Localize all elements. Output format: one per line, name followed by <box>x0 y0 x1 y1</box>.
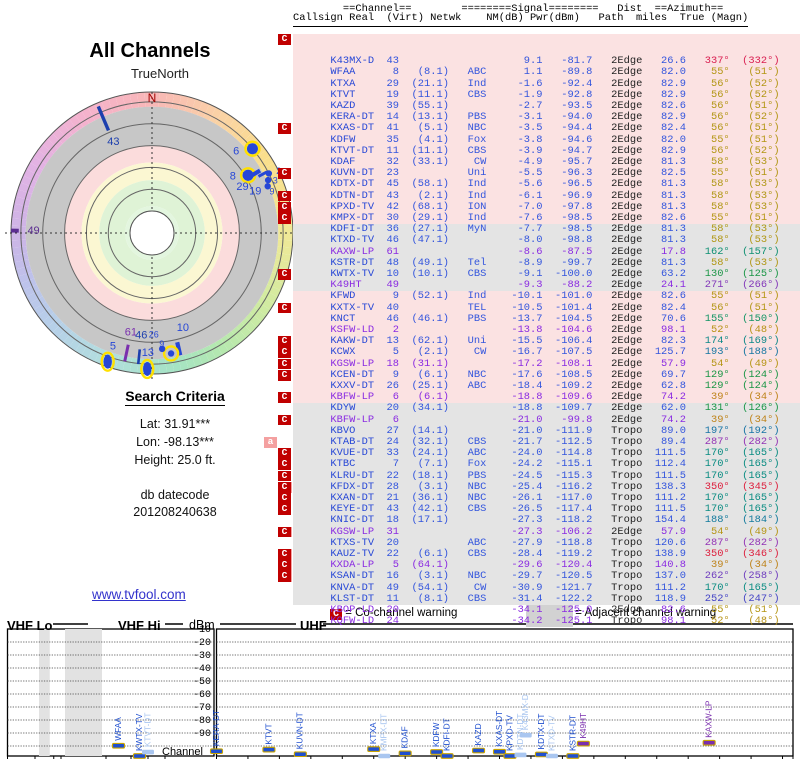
svg-text:KDAF: KDAF <box>400 726 410 748</box>
svg-text:KTVT: KTVT <box>263 723 273 744</box>
svg-text:46: 46 <box>135 329 147 341</box>
svg-text:49: 49 <box>27 225 39 237</box>
svg-text:KAXW-LP: KAXW-LP <box>704 700 714 738</box>
svg-text:KERA-DT: KERA-DT <box>211 710 221 746</box>
svg-text:43: 43 <box>107 136 119 148</box>
svg-text:26: 26 <box>149 330 159 340</box>
svg-text:KMPX-DT: KMPX-DT <box>379 714 389 751</box>
svg-text:9: 9 <box>269 187 274 197</box>
svg-text:KTXD-TV: KTXD-TV <box>546 715 556 751</box>
svg-text:KDFI-DT: KDFI-DT <box>442 718 452 751</box>
svg-text:KDFW: KDFW <box>431 722 441 747</box>
svg-text:KPXD-TV: KPXD-TV <box>504 715 514 751</box>
svg-text:KDTX-DT: KDTX-DT <box>536 713 546 749</box>
svg-text:6: 6 <box>233 146 239 158</box>
svg-text:KSTR-DT: KSTR-DT <box>567 715 577 751</box>
svg-text:5: 5 <box>110 340 116 352</box>
svg-text:KTXA: KTXA <box>368 722 378 744</box>
svg-text:KXAS-DT: KXAS-DT <box>494 711 504 747</box>
svg-text:WFAA: WFAA <box>113 717 123 741</box>
svg-text:K49HT: K49HT <box>578 713 588 739</box>
svg-text:KAZD: KAZD <box>473 723 483 745</box>
svg-text:KTVT-DT: KTVT-DT <box>142 713 152 748</box>
svg-text:N: N <box>148 91 157 105</box>
svg-text:19: 19 <box>249 185 261 197</box>
svg-text:29: 29 <box>236 181 248 193</box>
svg-text:13: 13 <box>142 347 154 359</box>
svg-text:10: 10 <box>177 322 189 334</box>
svg-text:K43MX-D: K43MX-D <box>520 694 530 730</box>
svg-text:8: 8 <box>230 170 236 182</box>
